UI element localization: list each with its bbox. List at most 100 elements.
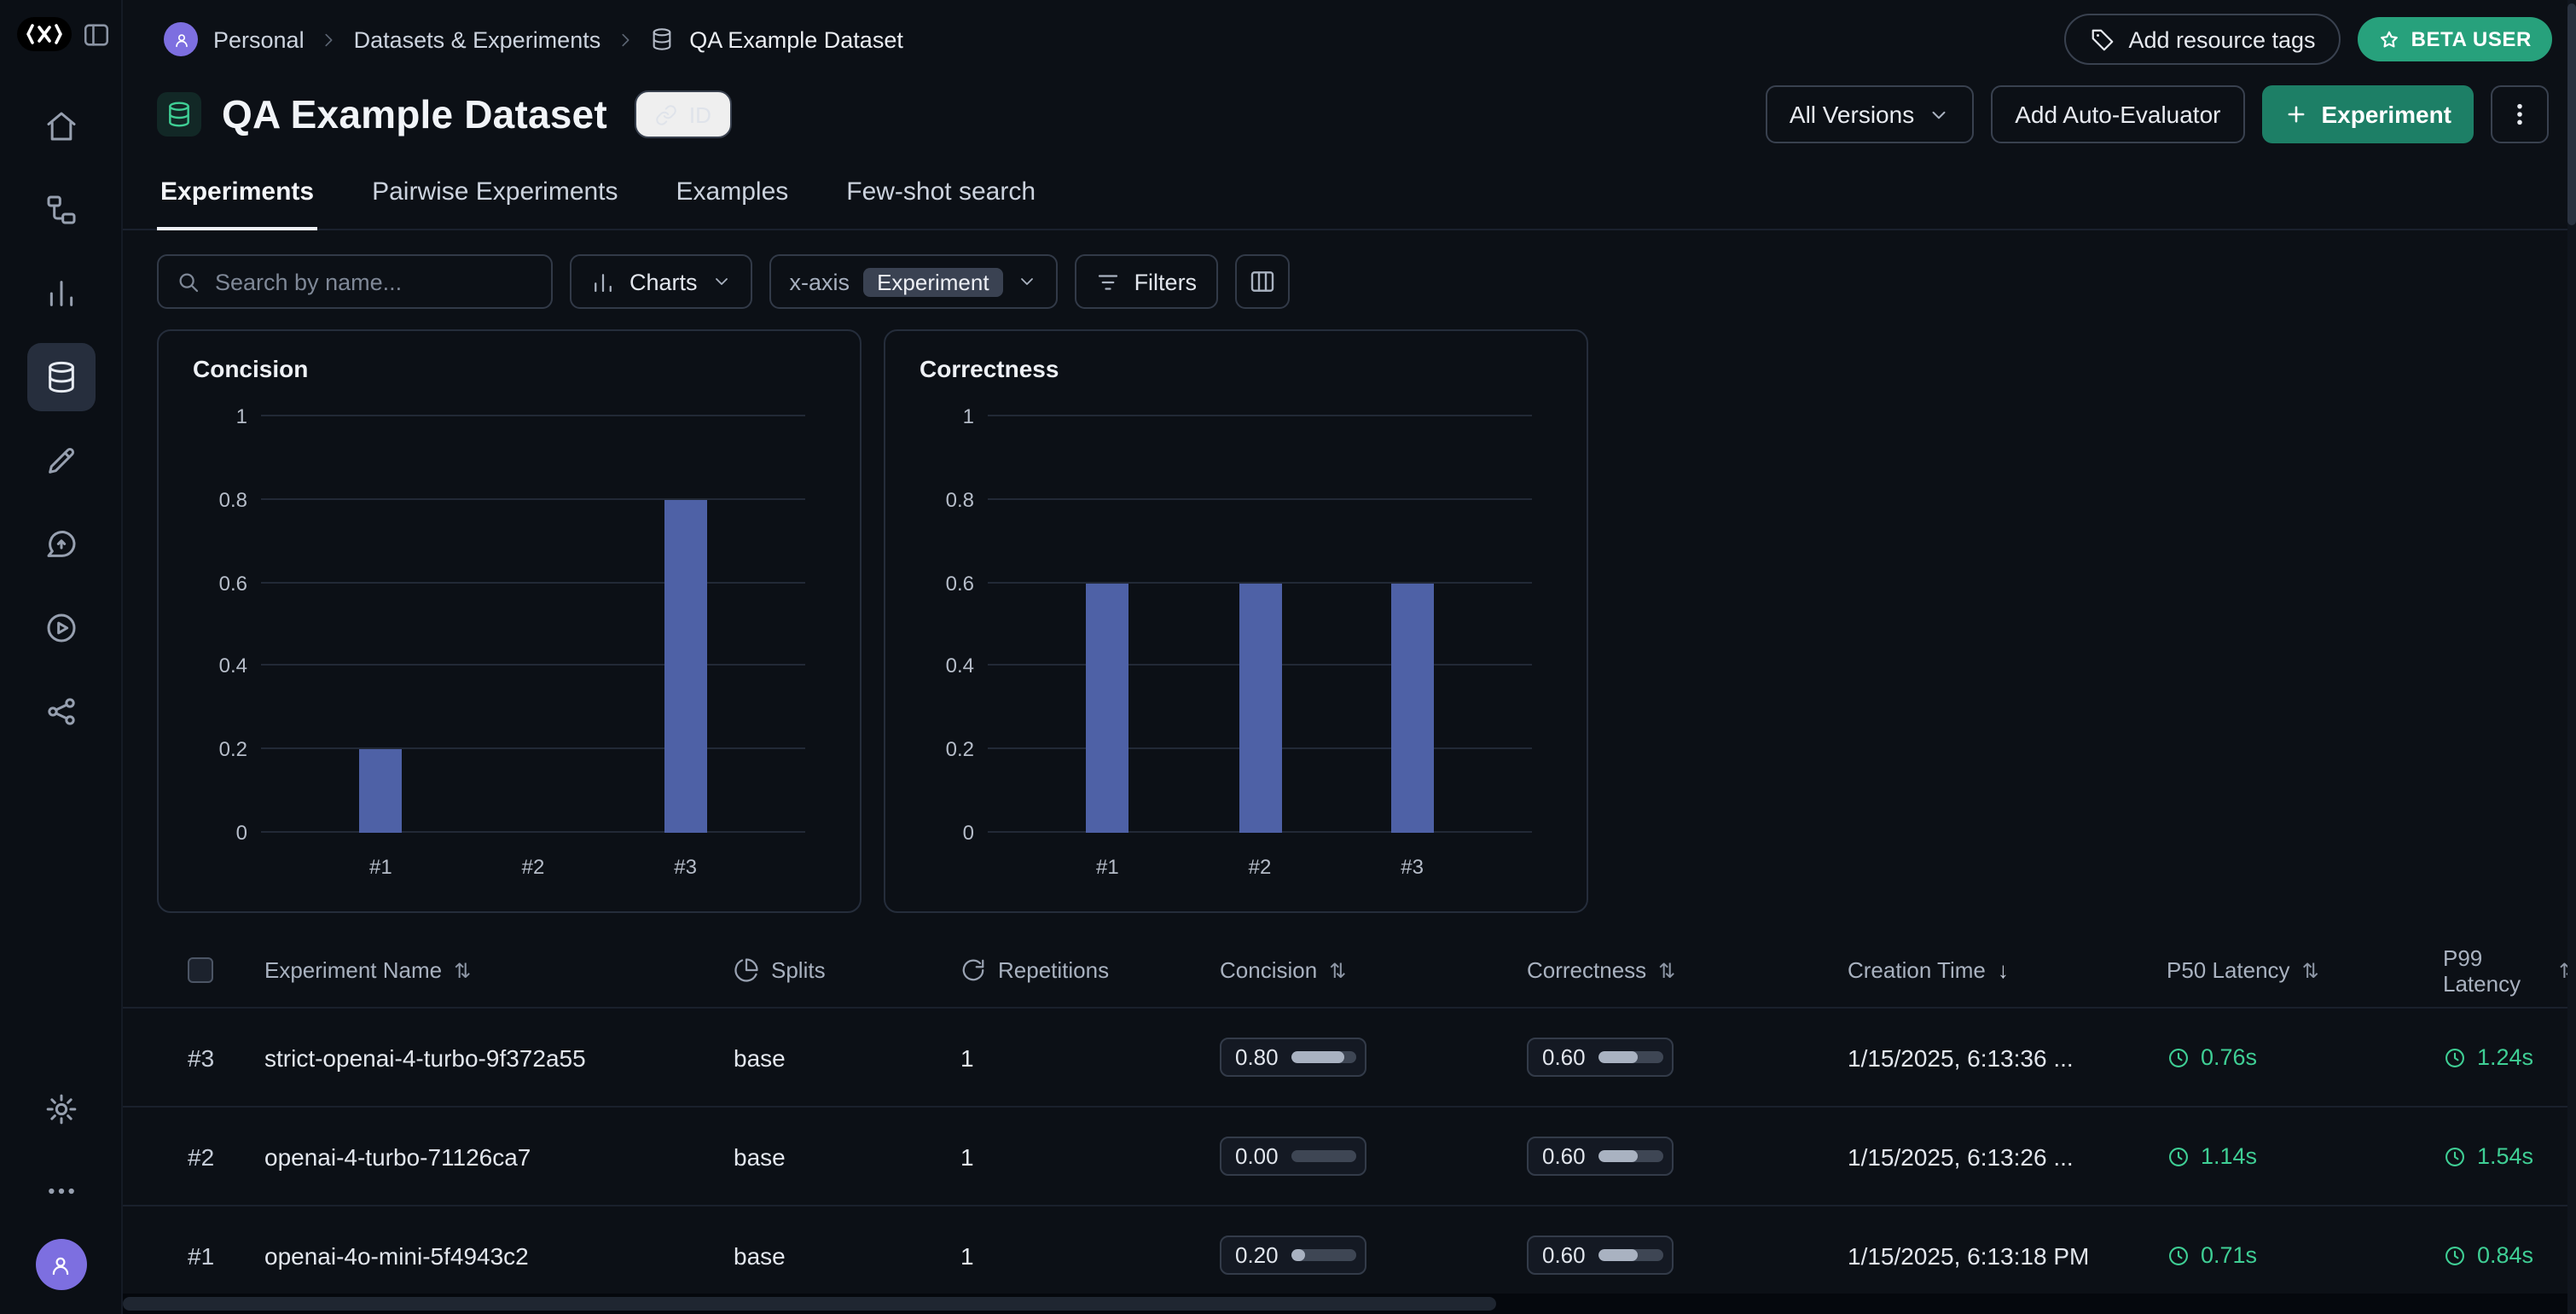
bar-chart-icon	[49, 281, 73, 306]
chart-bar[interactable]	[1390, 583, 1434, 833]
column-label: Concision	[1220, 957, 1318, 983]
pencil-icon	[48, 447, 74, 474]
metric-meter-fill	[1291, 1249, 1305, 1261]
column-header-concision[interactable]: Concision ⇅	[1220, 957, 1527, 983]
new-experiment-button[interactable]: Experiment	[2261, 85, 2474, 143]
chart-gridline	[988, 581, 1532, 584]
clock-icon	[2169, 1246, 2188, 1265]
more-dots-icon	[48, 1188, 73, 1195]
vertical-scrollbar[interactable]	[2567, 0, 2576, 1314]
charts-label: Charts	[629, 269, 698, 294]
tab-pairwise-experiments[interactable]: Pairwise Experiments	[372, 177, 618, 206]
breadcrumb-item-current[interactable]: QA Example Dataset	[689, 26, 903, 52]
workspace-avatar[interactable]	[164, 22, 198, 56]
chart-card-concision: Concision 0 0.2 0.4 0.6 0.8 1 #1 #2 #3	[157, 329, 862, 913]
sidebar-item-integrations[interactable]	[26, 677, 95, 746]
experiment-name-cell: openai-4-turbo-71126ca7	[264, 1142, 531, 1170]
metric-chip: 0.60	[1527, 1038, 1674, 1077]
sort-icon: ⇅	[2301, 958, 2319, 982]
metric-chip: 0.80	[1220, 1038, 1366, 1077]
link-icon	[656, 104, 676, 125]
breadcrumb-item-datasets[interactable]: Datasets & Experiments	[353, 26, 601, 52]
y-tick-label: 0.8	[945, 487, 974, 512]
tab-experiments[interactable]: Experiments	[157, 174, 318, 230]
correctness-cell: 0.60	[1527, 1038, 1848, 1077]
add-auto-evaluator-button[interactable]: Add Auto-Evaluator	[1991, 85, 2245, 143]
column-header-repetitions[interactable]: Repetitions	[960, 957, 1220, 983]
p50-latency-cell: 0.71s	[2167, 1242, 2443, 1268]
y-tick-label: 0	[962, 821, 974, 845]
search-input[interactable]	[215, 269, 534, 294]
column-header-experiment-name[interactable]: Experiment Name ⇅	[264, 957, 734, 983]
chart-bar[interactable]	[359, 749, 403, 833]
sidebar-item-settings[interactable]	[26, 1075, 95, 1143]
app-logo[interactable]	[17, 17, 72, 51]
person-icon	[175, 33, 187, 47]
column-header-correctness[interactable]: Correctness ⇅	[1527, 957, 1848, 983]
add-resource-tags-button[interactable]: Add resource tags	[2063, 14, 2341, 65]
scrollbar-thumb[interactable]	[123, 1297, 1497, 1311]
y-tick-label: 0.8	[218, 487, 247, 512]
sidebar-item-home[interactable]	[26, 92, 95, 160]
column-header-p99-latency[interactable]: P99 Latency ⇅	[2443, 945, 2576, 996]
sidebar-item-playground[interactable]	[26, 594, 95, 662]
y-tick-label: 0.6	[218, 571, 247, 596]
breadcrumb: Personal Datasets & Experiments QA Examp…	[164, 22, 903, 56]
experiment-name-cell: strict-openai-4-turbo-9f372a55	[264, 1044, 586, 1071]
metric-meter	[1291, 1150, 1357, 1162]
p50-latency-cell: 1.14s	[2167, 1143, 2443, 1169]
sidebar-item-feedback[interactable]	[26, 510, 95, 579]
chevron-down-icon	[1017, 271, 1037, 292]
chart-bar[interactable]	[664, 499, 707, 833]
columns-button[interactable]	[1234, 254, 1290, 309]
dataset-id-button[interactable]: ID	[634, 90, 732, 138]
sidebar-item-tracing[interactable]	[26, 176, 95, 244]
chevron-right-icon	[616, 30, 635, 49]
columns-icon	[1248, 268, 1275, 295]
sidebar-item-more[interactable]	[26, 1157, 95, 1225]
y-tick-label: 0.4	[218, 654, 247, 678]
chart-bar[interactable]	[1239, 583, 1281, 833]
user-avatar[interactable]	[35, 1239, 86, 1290]
scrollbar-thumb[interactable]	[2567, 3, 2576, 225]
column-header-p50-latency[interactable]: P50 Latency ⇅	[2167, 957, 2443, 983]
horizontal-scrollbar[interactable]	[123, 1294, 2576, 1314]
sort-icon: ⇅	[1329, 958, 1347, 982]
breadcrumb-item-personal[interactable]: Personal	[213, 26, 305, 52]
tab-examples[interactable]: Examples	[676, 177, 789, 206]
beta-user-badge: BETA USER	[2358, 17, 2552, 61]
sidebar-item-monitoring[interactable]	[26, 259, 95, 328]
sidebar-item-datasets[interactable]	[26, 343, 95, 411]
main-content: Personal Datasets & Experiments QA Examp…	[123, 0, 2576, 1314]
filters-label: Filters	[1134, 269, 1198, 294]
latency-value: 1.24s	[2477, 1044, 2534, 1070]
versions-dropdown[interactable]: All Versions	[1765, 85, 1975, 143]
table-row[interactable]: #2 openai-4-turbo-71126ca7 base 1 0.00 0…	[123, 1108, 2576, 1206]
select-all-checkbox[interactable]	[188, 957, 213, 983]
charts-dropdown[interactable]: Charts	[570, 254, 752, 309]
table-row[interactable]: #3 strict-openai-4-turbo-9f372a55 base 1…	[123, 1009, 2576, 1108]
chart-gridline	[261, 664, 805, 666]
column-header-creation-time[interactable]: Creation Time ↓	[1848, 957, 2167, 983]
xaxis-dropdown[interactable]: x-axis Experiment	[769, 254, 1058, 309]
metric-chip: 0.20	[1220, 1236, 1366, 1275]
id-button-label: ID	[688, 102, 711, 127]
table-row[interactable]: #1 openai-4o-mini-5f4943c2 base 1 0.20 0…	[123, 1206, 2576, 1305]
toolbar: Charts x-axis Experiment Filters	[123, 254, 2576, 309]
concision-cell: 0.80	[1220, 1038, 1527, 1077]
column-header-splits[interactable]: Splits	[734, 957, 960, 983]
kebab-menu-button[interactable]	[2491, 85, 2549, 143]
database-icon	[48, 361, 73, 393]
sidebar-toggle-icon[interactable]	[82, 20, 111, 49]
metric-meter-fill	[1598, 1051, 1639, 1063]
chart-bar[interactable]	[1086, 583, 1129, 833]
correctness-cell: 0.60	[1527, 1137, 1848, 1176]
database-icon	[169, 102, 189, 127]
sidebar-item-annotation-queues[interactable]	[26, 427, 95, 495]
filters-button[interactable]: Filters	[1074, 254, 1218, 309]
tab-few-shot-search[interactable]: Few-shot search	[846, 177, 1036, 206]
latency-value: 0.76s	[2201, 1044, 2258, 1070]
column-label: P50 Latency	[2167, 957, 2290, 983]
chevron-down-icon	[1928, 103, 1950, 125]
clock-icon	[2445, 1147, 2464, 1166]
